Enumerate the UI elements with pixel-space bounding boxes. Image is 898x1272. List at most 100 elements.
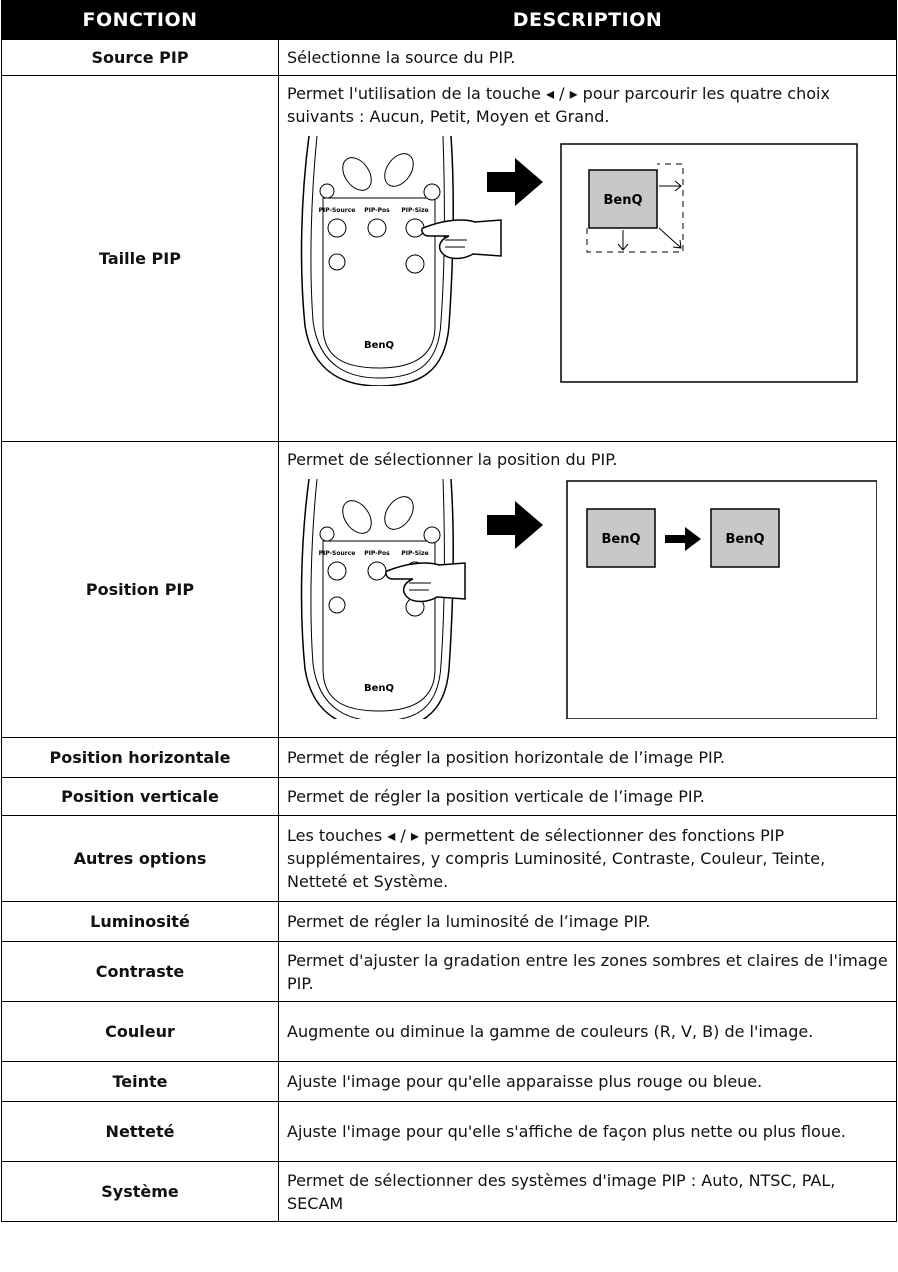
header-cell: FONCTION — [1, 0, 279, 40]
button-label: PIP-Size — [401, 207, 428, 214]
function-cell: Position horizontale — [1, 737, 279, 778]
hand — [385, 562, 466, 603]
table-row: Taille PIP Permet l'utilisation de la tou… — [1, 75, 897, 442]
button — [342, 500, 372, 534]
function-cell: Teinte — [1, 1061, 279, 1102]
function-cell: Position PIP — [1, 441, 279, 738]
table-row: Couleur Augmente ou diminue la gamme de c… — [1, 1001, 897, 1062]
description-cell: Les touches ◂ / ▸ permettent de sélectio… — [278, 815, 897, 902]
button — [327, 561, 347, 581]
remote-logo: BenQ — [364, 683, 394, 694]
function-cell: Position verticale — [1, 777, 279, 816]
resize-arrows — [617, 180, 682, 251]
hand-detail — [409, 582, 431, 591]
function-table: FONCTION DESCRIPTION Source PIP Sélection… — [1, 0, 897, 1222]
button — [319, 183, 335, 199]
pointer-arrow — [487, 501, 543, 549]
button — [367, 561, 387, 581]
table-row: Source PIP Sélectionne la source du PIP. — [1, 39, 897, 76]
description-text: Permet de régler la position horizontale… — [287, 748, 725, 767]
button — [423, 526, 441, 544]
button — [384, 496, 414, 530]
logo: BenQ — [603, 193, 642, 208]
function-cell: Taille PIP — [1, 75, 279, 442]
table-body: Source PIP Sélectionne la source du PIP. T… — [1, 39, 897, 1222]
description-text: Ajuste l'image pour qu'elle apparaisse p… — [287, 1072, 763, 1091]
button-label: PIP-Source — [319, 550, 356, 557]
hand — [421, 219, 502, 260]
figure: PIP-Source PIP-Pos PIP-Size BenQ BenQ BenQ — [287, 478, 888, 730]
description-text: Permet de sélectionner des systèmes d'im… — [287, 1170, 836, 1213]
description-cell: Permet de régler la position horizontale… — [278, 737, 897, 778]
pointer-arrow — [487, 158, 543, 206]
table-row: Position PIP Permet de sélectionner la po… — [1, 441, 897, 738]
button-label: PIP-Pos — [364, 207, 390, 214]
button — [327, 218, 347, 238]
description-cell: Permet l'utilisation de la touche ◂ / ▸ … — [278, 75, 897, 442]
pip-window — [588, 169, 658, 229]
logo: BenQ — [601, 532, 640, 547]
description-text: Ajuste l'image pour qu'elle s'affiche de… — [287, 1122, 846, 1141]
function-cell: Système — [1, 1161, 279, 1222]
table-row: Position verticale Permet de régler la po… — [1, 777, 897, 816]
button-label: PIP-Size — [401, 550, 428, 557]
button-panel — [322, 540, 436, 712]
description-cell: Permet de régler la luminosité de l’imag… — [278, 901, 897, 942]
remote: PIP-Source PIP-Pos PIP-Size BenQ — [300, 478, 466, 730]
description-text: Permet l'utilisation de la touche ◂ / ▸ … — [287, 84, 830, 126]
pip-window — [710, 508, 780, 568]
button-panel — [322, 197, 436, 369]
button-label: PIP-Source — [319, 207, 356, 214]
function-cell: Source PIP — [1, 39, 279, 76]
description-text: Permet de sélectionner la position du PI… — [287, 450, 618, 469]
table-row: Contraste Permet d'ajuster la gradation e… — [1, 941, 897, 1002]
resize-bounds — [586, 163, 684, 253]
figure: PIP-Source PIP-Pos PIP-Size BenQ BenQ — [287, 135, 888, 392]
description-text: Permet de régler la luminosité de l’imag… — [287, 912, 651, 931]
button — [405, 218, 425, 238]
button — [367, 218, 387, 238]
description-cell: Permet d'ajuster la gradation entre les … — [278, 941, 897, 1002]
function-cell: Luminosité — [1, 901, 279, 942]
button — [342, 157, 372, 191]
table-row: Teinte Ajuste l'image pour qu'elle appara… — [1, 1061, 897, 1102]
function-cell: Couleur — [1, 1001, 279, 1062]
logo: BenQ — [725, 532, 764, 547]
description-text: Augmente ou diminue la gamme de couleurs… — [287, 1022, 814, 1041]
description-text: Permet d'ajuster la gradation entre les … — [287, 950, 888, 993]
description-text: Permet de régler la position verticale d… — [287, 787, 705, 806]
button — [423, 183, 441, 201]
description-cell: Augmente ou diminue la gamme de couleurs… — [278, 1001, 897, 1062]
button — [328, 253, 346, 271]
move-arrow — [665, 527, 701, 551]
description-cell: Sélectionne la source du PIP. — [278, 39, 897, 76]
function-cell: Autres options — [1, 815, 279, 902]
button — [384, 153, 414, 187]
description-cell: Ajuste l'image pour qu'elle s'affiche de… — [278, 1101, 897, 1162]
button — [328, 596, 346, 614]
function-cell: Contraste — [1, 941, 279, 1002]
header-row: FONCTION DESCRIPTION — [1, 0, 897, 40]
illustration: PIP-Source PIP-Pos PIP-Size BenQ BenQ — [300, 135, 858, 387]
remote: PIP-Source PIP-Pos PIP-Size BenQ — [300, 135, 502, 387]
table-row: Système Permet de sélectionner des systèm… — [1, 1161, 897, 1222]
table-row: Position horizontale Permet de régler la … — [1, 737, 897, 778]
button — [405, 254, 425, 274]
function-cell: Netteté — [1, 1101, 279, 1162]
remote-logo: BenQ — [364, 340, 394, 351]
description-text: Les touches ◂ / ▸ permettent de sélectio… — [287, 826, 826, 891]
table-row: Autres options Les touches ◂ / ▸ permette… — [1, 815, 897, 902]
description-cell: Permet de régler la position verticale d… — [278, 777, 897, 816]
description-text: Sélectionne la source du PIP. — [287, 48, 516, 67]
header-cell: DESCRIPTION — [278, 0, 897, 40]
description-cell: Ajuste l'image pour qu'elle apparaisse p… — [278, 1061, 897, 1102]
hand-detail — [445, 239, 467, 248]
table-row: Netteté Ajuste l'image pour qu'elle s'aff… — [1, 1101, 897, 1162]
description-cell: Permet de sélectionner la position du PI… — [278, 441, 897, 738]
button — [319, 526, 335, 542]
description-cell: Permet de sélectionner des systèmes d'im… — [278, 1161, 897, 1222]
pip-window — [586, 508, 656, 568]
table-row: Luminosité Permet de régler la luminosité… — [1, 901, 897, 942]
illustration: PIP-Source PIP-Pos PIP-Size BenQ BenQ BenQ — [300, 478, 878, 730]
